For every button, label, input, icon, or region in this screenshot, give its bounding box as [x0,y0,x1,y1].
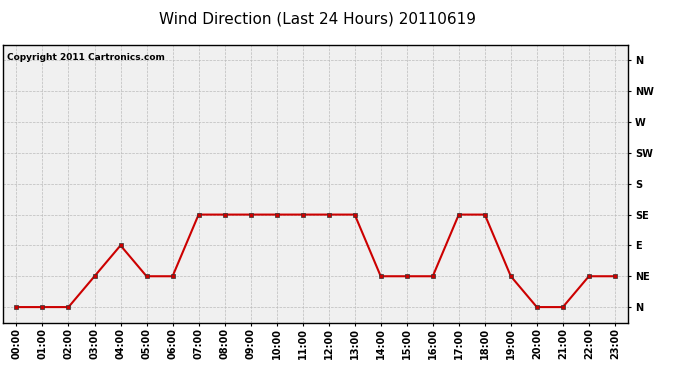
Text: Wind Direction (Last 24 Hours) 20110619: Wind Direction (Last 24 Hours) 20110619 [159,11,476,26]
Text: Copyright 2011 Cartronics.com: Copyright 2011 Cartronics.com [7,53,164,62]
